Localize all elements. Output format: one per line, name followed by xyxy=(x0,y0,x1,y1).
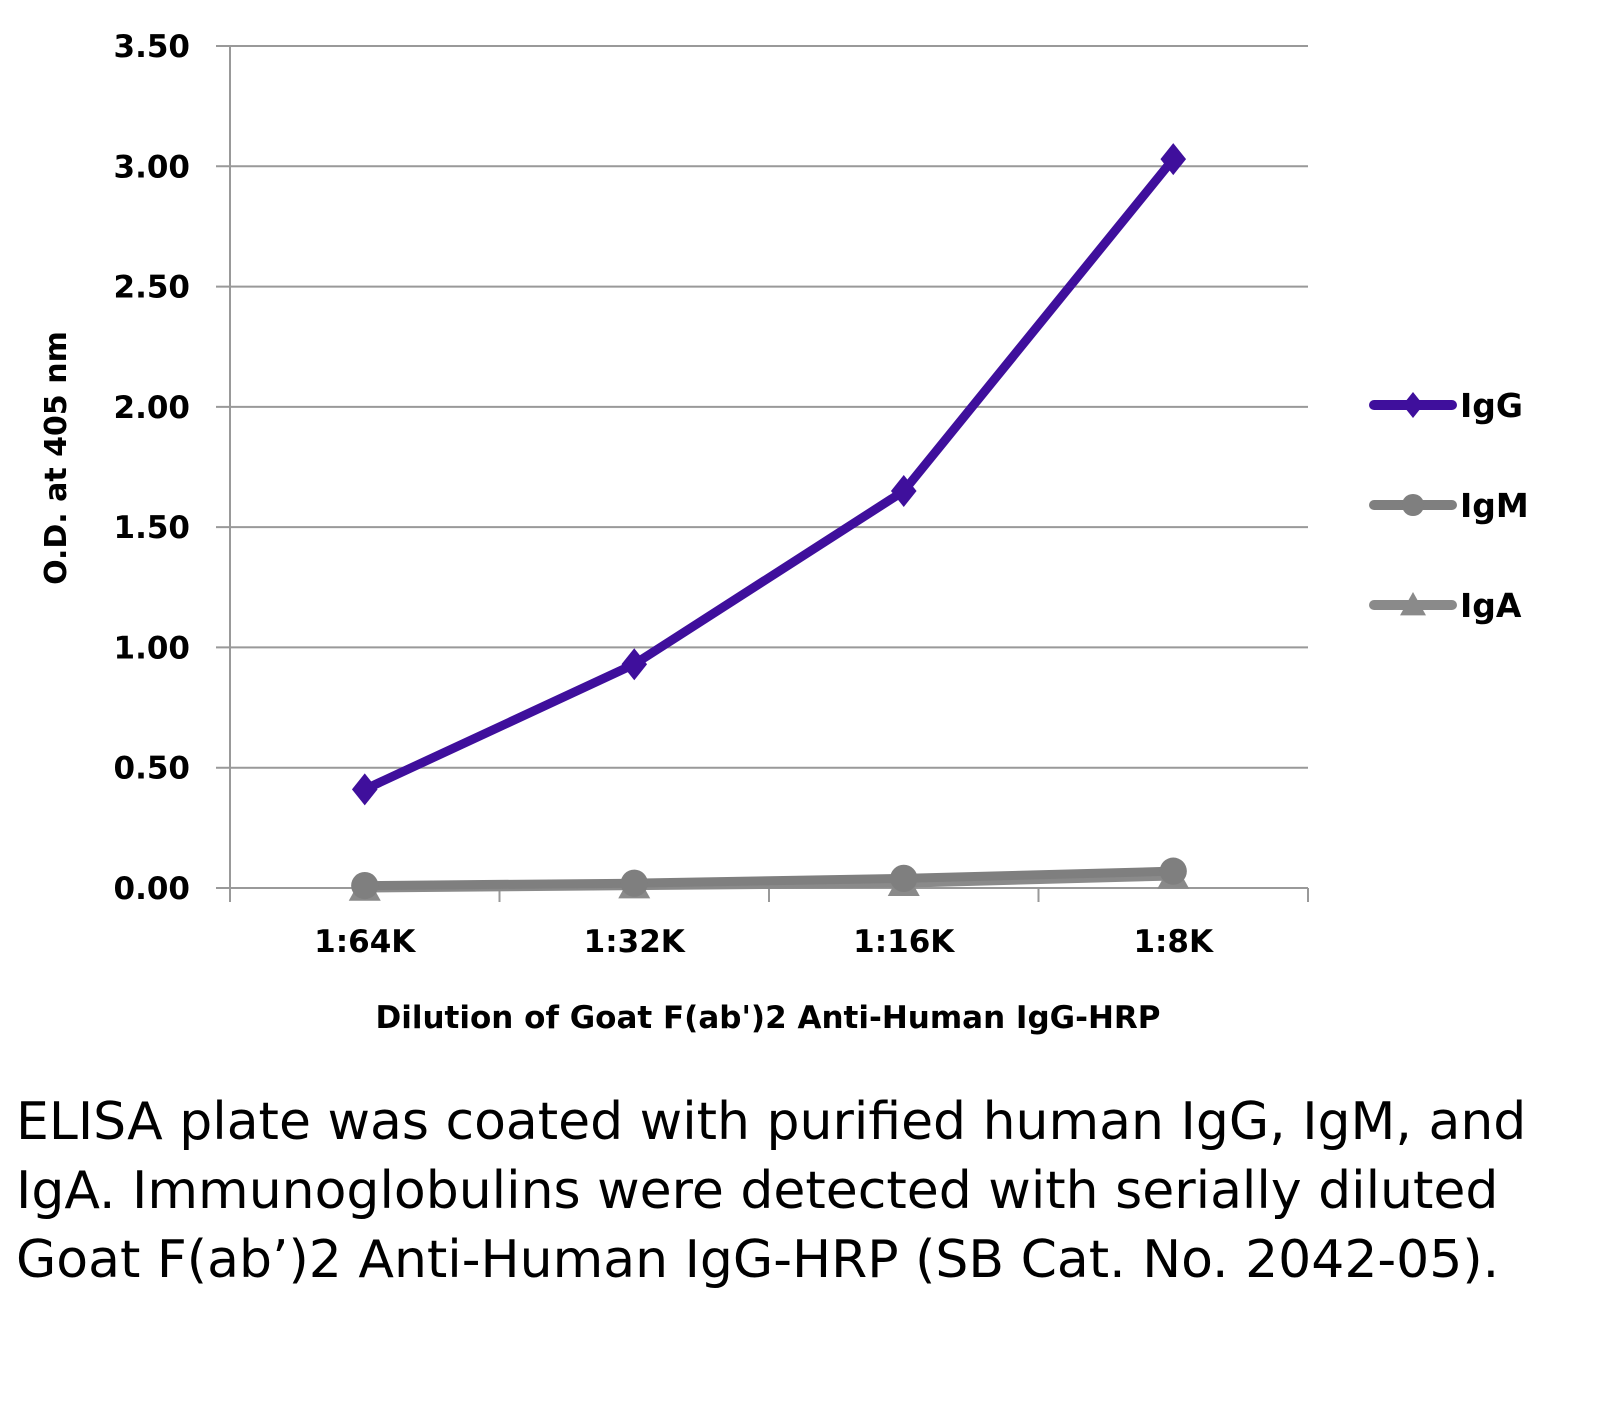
legend-item-igg: IgG xyxy=(1369,386,1523,425)
circle-marker xyxy=(890,864,918,892)
circle-marker xyxy=(620,869,648,897)
x-tick-label: 1:16K xyxy=(853,924,955,960)
elisa-line-chart: 0.000.501.001.502.002.503.003.50 1:64K 1:… xyxy=(39,29,1529,1036)
diamond-marker xyxy=(1160,143,1187,176)
legend: IgG IgM IgA xyxy=(1369,386,1529,625)
series-igg xyxy=(351,143,1187,806)
series-line xyxy=(360,866,1178,891)
figure-caption: ELISA plate was coated with purified hum… xyxy=(16,1092,1527,1290)
diamond-marker xyxy=(890,475,917,508)
x-axis-label: Dilution of Goat F(ab')2 Anti-Human IgG-… xyxy=(375,1000,1160,1036)
legend-label: IgA xyxy=(1460,586,1522,625)
series-igm xyxy=(351,857,1187,900)
diamond-marker xyxy=(621,648,648,681)
diamond-marker xyxy=(1402,392,1424,418)
x-tick-label: 1:32K xyxy=(584,924,686,960)
y-tick-label: 1.00 xyxy=(114,630,191,666)
legend-item-iga: IgA xyxy=(1369,586,1522,625)
legend-label: IgG xyxy=(1460,386,1523,425)
legend-label: IgM xyxy=(1460,486,1529,525)
x-axis-ticks: 1:64K 1:32K 1:16K 1:8K xyxy=(314,924,1214,960)
x-tick-label: 1:8K xyxy=(1133,924,1214,960)
circle-marker xyxy=(1159,857,1187,885)
y-tick-label: 2.50 xyxy=(114,270,191,306)
gridlines xyxy=(216,45,1309,902)
series-line xyxy=(360,154,1178,794)
y-axis-label: O.D. at 405 nm xyxy=(39,331,74,585)
y-tick-label: 2.00 xyxy=(114,390,191,426)
circle-marker xyxy=(351,871,379,900)
y-tick-label: 1.50 xyxy=(114,510,191,546)
x-tick-label: 1:64K xyxy=(314,924,416,960)
series-layer xyxy=(348,143,1190,901)
y-tick-label: 3.00 xyxy=(114,149,191,185)
diamond-marker xyxy=(351,773,378,806)
triangle-marker xyxy=(1400,592,1426,616)
y-tick-label: 3.50 xyxy=(114,29,191,65)
circle-marker xyxy=(1401,493,1425,517)
legend-item-igm: IgM xyxy=(1369,486,1529,525)
y-tick-label: 0.50 xyxy=(114,751,191,787)
y-tick-label: 0.00 xyxy=(114,871,191,907)
y-axis-ticks: 0.00 0.50 1.00 1.50 2.00 2.50 3.00 3.50 xyxy=(114,29,191,907)
